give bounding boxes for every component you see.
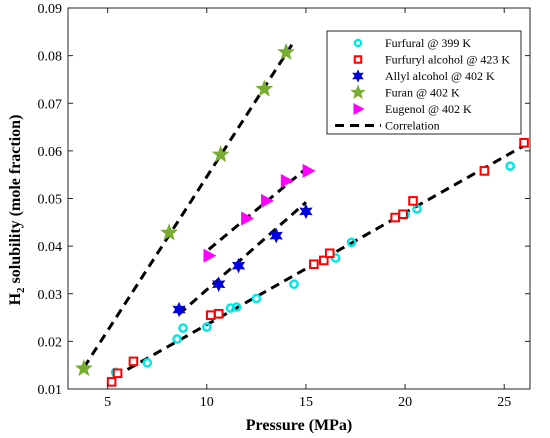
point-furfural-399-k [201, 322, 212, 332]
axes: 5 10 15 20 25 0.01 0.02 0.03 0.04 0.05 0.06 0.07 0.0… [38, 2, 531, 410]
point-allyl-alcohol-402-k [172, 301, 186, 318]
legend-marker [353, 102, 365, 116]
point-furfuryl-alcohol-423-k [390, 212, 400, 223]
correlation-line [207, 165, 309, 251]
point-allyl-alcohol-402-k [269, 227, 283, 244]
y-tick-label: 0.01 [38, 383, 63, 398]
legend-entry-label: Furfuryl alcohol @ 423 K [385, 53, 510, 67]
point-furfuryl-alcohol-423-k [112, 368, 123, 379]
legend-marker [352, 69, 364, 83]
legend-marker [353, 38, 363, 48]
point-furfuryl-alcohol-423-k [213, 308, 224, 319]
point-furfuryl-alcohol-423-k [519, 137, 529, 148]
x-tick-label: 20 [398, 395, 412, 410]
legend-marker [353, 55, 363, 64]
point-furfural-399-k [251, 293, 262, 304]
point-furan-402-k [255, 79, 274, 97]
correlation-line [82, 40, 296, 369]
point-furfural-399-k [178, 323, 188, 333]
y-tick-label: 0.04 [38, 240, 63, 255]
point-furfuryl-alcohol-423-k [479, 166, 490, 176]
point-eugenol-402-k [260, 193, 274, 208]
point-furfural-399-k [505, 161, 515, 171]
point-allyl-alcohol-402-k [212, 276, 226, 292]
x-axis-label: Pressure (MPa) [246, 417, 352, 434]
point-furfural-399-k [346, 237, 357, 248]
legend-marker [350, 84, 366, 100]
point-furan-402-k [277, 42, 296, 60]
point-furfuryl-alcohol-423-k [324, 248, 335, 259]
y-axis-label-rest: solubility (mole fraction) [7, 115, 24, 288]
point-furfural-399-k [231, 302, 242, 312]
y-tick-label: 0.02 [38, 335, 63, 350]
legend-entry-label: Correlation [385, 119, 440, 133]
legend-entry-label: Eugenol @ 402 K [385, 102, 472, 116]
y-tick-label: 0.06 [38, 145, 63, 160]
legend: Furfural @ 399 K Furfuryl alcohol @ 423 K… [326, 30, 522, 135]
point-furfural-399-k [289, 279, 299, 290]
legend-box [326, 30, 522, 135]
x-tick-label: 25 [497, 395, 511, 410]
point-furfuryl-alcohol-423-k [318, 255, 329, 266]
point-eugenol-402-k [280, 173, 294, 188]
point-furfuryl-alcohol-423-k [205, 310, 216, 320]
x-tick-label: 10 [200, 395, 214, 410]
point-allyl-alcohol-402-k [231, 257, 246, 274]
y-axis-label-main: H [7, 292, 24, 305]
point-furfuryl-alcohol-423-k [398, 209, 408, 220]
legend-entry-label: Furfural @ 399 K [385, 36, 471, 50]
x-tick-label: 5 [104, 395, 111, 410]
point-furfural-399-k [412, 204, 422, 214]
point-furan-402-k [74, 359, 93, 377]
correlation-line [178, 201, 307, 316]
y-tick-label: 0.03 [38, 288, 63, 303]
y-tick-label: 0.08 [38, 50, 63, 65]
point-furfural-399-k [142, 358, 153, 368]
legend-entry-label: Allyl alcohol @ 402 K [385, 69, 495, 83]
y-tick-label: 0.09 [38, 2, 63, 17]
point-eugenol-402-k [203, 248, 217, 263]
x-tick-label: 15 [299, 395, 313, 410]
y-tick-label: 0.05 [38, 193, 63, 208]
y-tick-label: 0.07 [38, 97, 63, 112]
point-furfuryl-alcohol-423-k [309, 259, 319, 270]
point-furfuryl-alcohol-423-k [106, 377, 117, 387]
point-eugenol-402-k [302, 163, 316, 178]
legend-entry-label: Furan @ 402 K [385, 86, 460, 100]
y-axis-label: H2 solubility (mole fraction) [7, 115, 27, 306]
point-furfuryl-alcohol-423-k [408, 196, 418, 206]
point-furfuryl-alcohol-423-k [128, 356, 139, 367]
point-eugenol-402-k [241, 211, 255, 226]
point-furan-402-k [160, 223, 179, 241]
point-allyl-alcohol-402-k [299, 203, 313, 220]
plot-area [74, 40, 529, 387]
point-furfural-399-k [172, 334, 182, 344]
point-furan-402-k [211, 145, 230, 163]
y-axis-label-subscript: 2 [15, 287, 27, 293]
